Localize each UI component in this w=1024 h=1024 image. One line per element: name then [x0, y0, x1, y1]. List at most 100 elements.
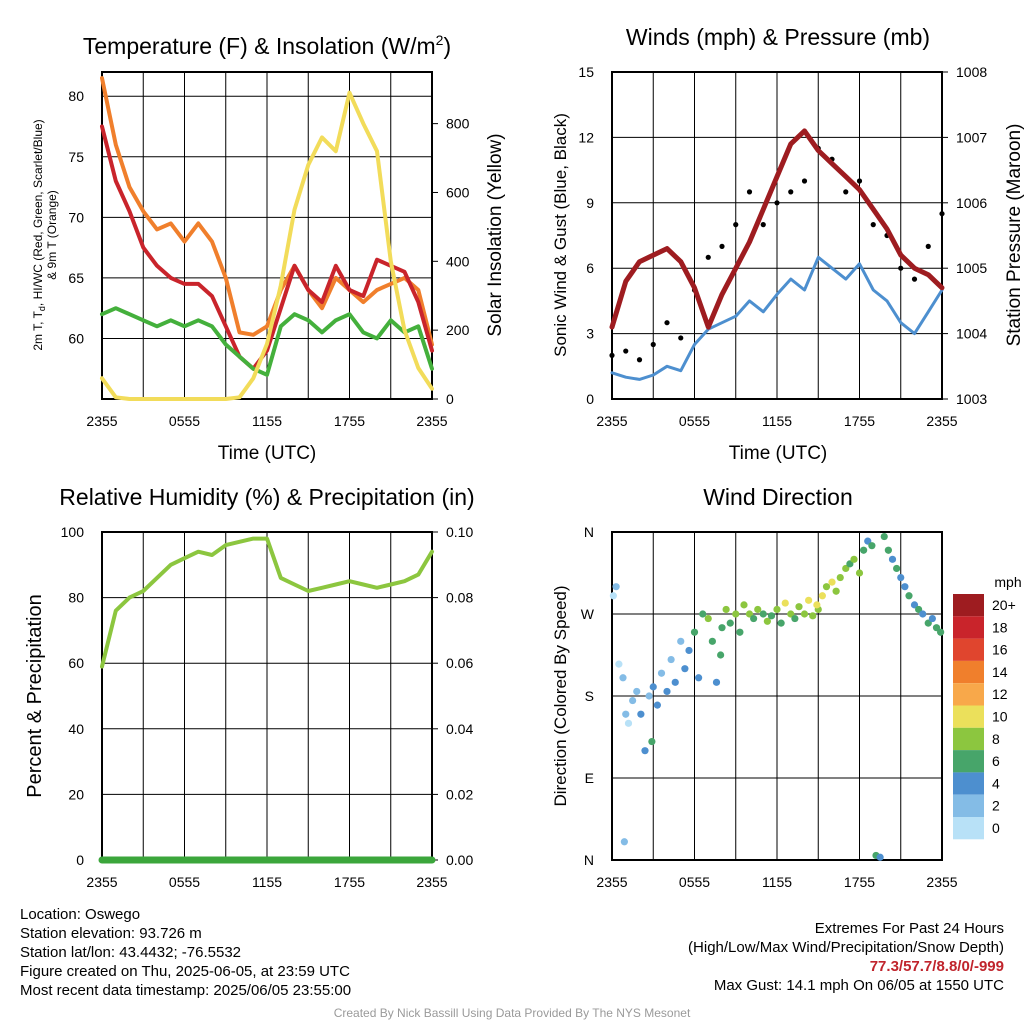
- gust-point: [719, 243, 725, 249]
- direction-point: [671, 678, 679, 686]
- direction-point: [708, 637, 716, 645]
- direction-point: [868, 542, 876, 550]
- temp-series-t-d: [100, 306, 434, 377]
- temp-x-tick-label: 1155: [252, 413, 282, 429]
- direction-point: [893, 564, 901, 573]
- direction-point: [612, 583, 620, 591]
- rh-y-tick-label: 40: [68, 721, 84, 737]
- direction-point: [648, 737, 656, 746]
- temp-y2-tick-label: 200: [446, 322, 470, 338]
- wind-x-tick-label: 1755: [844, 413, 875, 429]
- direction-point: [901, 583, 909, 591]
- direction-point: [722, 605, 730, 614]
- extremes-panel: Extremes For Past 24 Hours (High/Low/Max…: [688, 919, 1004, 995]
- colorbar-label: 2: [992, 798, 1000, 814]
- rh-y-tick-label: 0: [76, 852, 84, 868]
- svg-text:& 9m T (Orange): & 9m T (Orange): [45, 190, 59, 280]
- dir-x-tick-label: 2355: [926, 874, 957, 890]
- wind-series-station-pressure: [609, 128, 945, 330]
- direction-point: [791, 614, 799, 623]
- rh-y2-tick-label: 0.02: [446, 786, 473, 802]
- figure-created: Figure created on Thu, 2025-06-05, at 23…: [20, 963, 350, 980]
- station-latlon: Station lat/lon: 43.4432; -76.5532: [20, 944, 242, 961]
- dir-x-tick-label: 1755: [844, 874, 875, 890]
- wind-series-sonic-wind: [610, 255, 944, 381]
- colorbar-label: 12: [992, 686, 1008, 702]
- colorbar-label: 8: [992, 731, 1000, 747]
- wind-plot-area: 2355 0555 1155 1755 235503691215100310041005…: [578, 64, 987, 429]
- direction-point: [855, 569, 864, 577]
- direction-point: [924, 619, 932, 627]
- gust-point: [870, 222, 876, 228]
- gust-point: [705, 254, 711, 260]
- temp-x-tick-label: 2355: [86, 413, 117, 429]
- direction-point: [740, 601, 748, 609]
- colorbar-swatch: [953, 772, 984, 795]
- rh-x-tick-label: 0555: [169, 874, 200, 890]
- direction-point: [773, 605, 781, 614]
- direction-point: [712, 678, 721, 686]
- gust-point: [925, 243, 931, 249]
- wind-y2-tick-label: 1005: [956, 260, 987, 276]
- direction-point: [745, 610, 754, 618]
- wind-x-tick-label: 2355: [596, 413, 627, 429]
- temp-y-tick-label: 70: [68, 209, 84, 225]
- direction-point: [667, 655, 675, 664]
- gust-point: [774, 200, 780, 206]
- rh-y-tick-label: 60: [68, 655, 84, 671]
- direction-point: [884, 546, 892, 554]
- direction-point: [704, 614, 712, 623]
- wind-y-tick-label: 12: [578, 129, 594, 145]
- temp-x-tick-label: 1755: [334, 413, 365, 429]
- temp-y2-tick-label: 600: [446, 184, 470, 200]
- direction-point: [732, 610, 740, 618]
- extremes-legend: (High/Low/Max Wind/Precipitation/Snow De…: [688, 939, 1004, 956]
- wind-y2-tick-label: 1006: [956, 195, 987, 211]
- gust-point: [678, 335, 684, 341]
- direction-point: [822, 583, 831, 591]
- direction-point: [781, 599, 789, 607]
- rh-y-tick-label: 80: [68, 590, 84, 606]
- direction-point: [813, 601, 821, 609]
- colorbar-swatch: [953, 750, 984, 773]
- rh-x-tick-label: 2355: [86, 874, 117, 890]
- wind-y-tick-label: 9: [586, 195, 594, 211]
- direction-point: [685, 646, 693, 655]
- direction-point: [787, 610, 795, 618]
- wind-plot-border: [611, 71, 943, 400]
- direction-y-label: Direction (Colored By Speed): [551, 585, 570, 806]
- direction-point: [928, 614, 936, 623]
- colorbar-label: 4: [992, 775, 1000, 791]
- direction-point: [860, 546, 868, 554]
- direction-point: [876, 853, 884, 861]
- colorbar-swatch: [953, 727, 984, 751]
- dir-y-tick-label: W: [581, 606, 595, 622]
- dir-x-tick-label: 1155: [762, 874, 792, 890]
- temp-x-tick-label: 2355: [416, 413, 447, 429]
- temp-y2-tick-label: 400: [446, 253, 470, 269]
- direction-point: [915, 605, 923, 614]
- direction-point: [809, 612, 817, 620]
- direction-point: [726, 619, 734, 627]
- colorbar-label: 20+: [992, 597, 1016, 613]
- wind-y2-tick-label: 1008: [956, 64, 987, 80]
- gust-point: [788, 189, 794, 195]
- direction-point: [864, 537, 872, 545]
- direction-point: [888, 555, 897, 563]
- colorbar-swatch: [953, 638, 984, 661]
- dir-y-tick-label: N: [584, 524, 594, 540]
- wind-y-tick-label: 15: [578, 64, 594, 80]
- direction-point: [718, 624, 726, 632]
- station-info: Location: Oswego Station elevation: 93.7…: [20, 905, 351, 1000]
- wind-y2-tick-label: 1004: [956, 326, 987, 342]
- direction-point: [699, 610, 707, 618]
- direction-point: [905, 592, 913, 600]
- colorbar-swatch: [953, 794, 984, 817]
- humidity-y-label: Percent & Precipitation: [24, 594, 46, 797]
- direction-point: [850, 555, 858, 563]
- direction-point: [609, 592, 617, 600]
- direction-point: [619, 674, 627, 682]
- pressure-y-label: Station Pressure (Maroon): [1004, 124, 1024, 347]
- extremes-title: Extremes For Past 24 Hours: [814, 920, 1004, 937]
- rh-series-relative-humidity: [100, 536, 434, 669]
